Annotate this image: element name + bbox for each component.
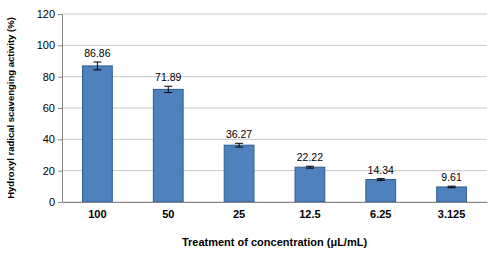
error-bar: [164, 86, 172, 92]
error-bar: [93, 62, 101, 70]
tick-label: 3.125: [438, 208, 466, 220]
axis-line: [58, 15, 63, 203]
tick-label: 60: [43, 102, 55, 114]
tick: 0: [49, 196, 62, 208]
tick-label: 0: [49, 196, 55, 208]
tick-label: 50: [162, 208, 174, 220]
data-label: 36.27: [226, 128, 252, 140]
tick: 20: [43, 165, 62, 177]
tick-mark: [58, 202, 62, 203]
error-bars: [93, 62, 455, 188]
y-axis: 0 20 40 60 80 100 120: [37, 8, 63, 208]
grid-line: [62, 76, 487, 77]
tick: 100: [37, 39, 62, 51]
tick-mark: [58, 14, 62, 15]
grid: [62, 14, 487, 202]
data-label: 14.34: [368, 164, 394, 176]
grid-line: [62, 108, 487, 109]
data-label: 9.61: [441, 171, 462, 183]
tick-label: 100: [37, 39, 55, 51]
grid-line: [62, 139, 487, 140]
tick: 12.5: [299, 202, 320, 220]
tick: 120: [37, 8, 62, 20]
error-bar: [306, 166, 314, 168]
tick: 6.25: [370, 202, 391, 220]
bar: [83, 66, 113, 202]
tick: 25: [233, 202, 245, 220]
bar: [295, 167, 325, 202]
data-labels: 86.86 71.89 36.27 22.22 14.34 9.61: [84, 47, 462, 183]
tick-label: 6.25: [370, 208, 391, 220]
tick-label: 100: [88, 208, 106, 220]
tick: 60: [43, 102, 62, 114]
error-bar: [448, 186, 456, 188]
tick-label: 80: [43, 71, 55, 83]
data-label: 22.22: [297, 151, 323, 163]
tick-mark: [58, 108, 62, 109]
tick: 80: [43, 71, 62, 83]
tick: 3.125: [438, 202, 466, 220]
grid-line: [62, 14, 487, 15]
tick-label: 12.5: [299, 208, 320, 220]
y-axis-title: Hydroxyl radical scavenging activity (%): [5, 17, 16, 199]
x-axis: 100 50 25 12.5 6.25 3.125: [63, 202, 488, 220]
bar: [224, 145, 254, 202]
tick-mark: [58, 171, 62, 172]
grid-line: [62, 202, 487, 203]
tick-label: 20: [43, 165, 55, 177]
data-label: 71.89: [155, 71, 181, 83]
tick-label: 120: [37, 8, 55, 20]
grid-line: [62, 45, 487, 46]
plot: 0 20 40 60 80 100 120 100 50 25 12.5 6.25 3.125 86.86…: [37, 8, 488, 220]
tick: 40: [43, 133, 62, 145]
tick-mark: [58, 139, 62, 140]
error-bar: [377, 179, 385, 181]
tick-label: 40: [43, 133, 55, 145]
data-label: 86.86: [84, 47, 110, 59]
bar: [437, 187, 467, 202]
x-axis-title: Treatment of concentration (μL/mL): [182, 236, 368, 248]
tick-label: 25: [233, 208, 245, 220]
axis-line: [63, 202, 488, 203]
bars: [83, 62, 467, 202]
tick: 50: [162, 202, 174, 220]
bar: [366, 180, 396, 202]
grid-line: [62, 170, 487, 171]
tick-mark: [58, 45, 62, 46]
tick-mark: [58, 77, 62, 78]
bar: [153, 89, 183, 202]
error-bar: [235, 143, 243, 147]
chart: 0 20 40 60 80 100 120 100 50 25 12.5 6.25 3.125 86.86…: [0, 0, 493, 254]
tick: 100: [88, 202, 106, 220]
